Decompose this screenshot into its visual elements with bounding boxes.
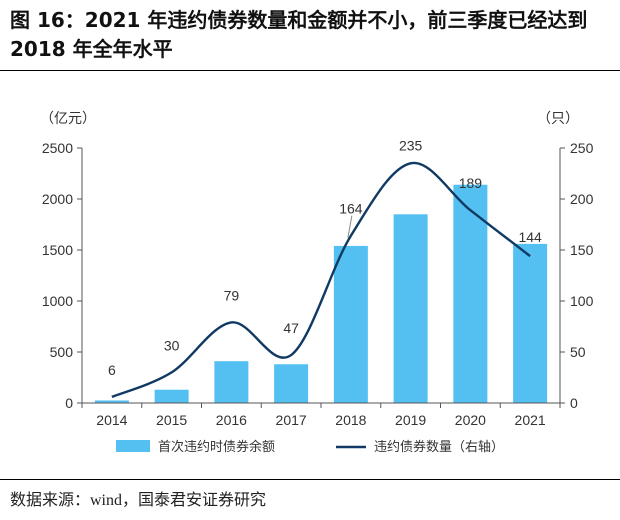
bar-2015 <box>154 389 189 403</box>
label-leader-2018 <box>347 215 353 238</box>
chart: 0 500 1000 1500 2000 2500 0 50 100 150 200 250 2014 2… <box>40 110 594 454</box>
left-axis-label: （亿元） <box>40 110 96 126</box>
x-tick-label-2016: 2016 <box>216 412 247 428</box>
line-data-label-2020: 189 <box>459 175 483 191</box>
source-note: 数据来源：wind，国泰君安证券研究 <box>10 492 267 509</box>
line-data-label-2017: 47 <box>283 320 299 336</box>
left-tick-label: 500 <box>50 344 74 360</box>
x-tick-label-2014: 2014 <box>96 412 127 428</box>
x-tick-label-2018: 2018 <box>335 412 366 428</box>
right-tick-label: 0 <box>570 395 578 411</box>
line-data-label-2018: 164 <box>339 201 363 217</box>
x-tick-label-2015: 2015 <box>156 412 187 428</box>
line-data-label-2014: 6 <box>108 362 116 378</box>
x-tick-label-2017: 2017 <box>276 412 307 428</box>
left-tick-label: 1000 <box>42 293 73 309</box>
right-tick-label: 50 <box>570 344 586 360</box>
bar-2019 <box>393 214 428 403</box>
figure-title: 图 16：2021 年违约债券数量和金额并不小，前三季度已经达到 2018 年全… <box>10 8 588 61</box>
line-data-label-2015: 30 <box>164 337 180 353</box>
legend-bar-swatch <box>116 440 150 452</box>
x-tick-label-2020: 2020 <box>455 412 486 428</box>
left-tick-label: 2500 <box>42 140 73 156</box>
left-tick-label: 0 <box>65 395 73 411</box>
bar-2014 <box>94 400 129 403</box>
source-rule <box>0 479 620 480</box>
x-tick-label-2021: 2021 <box>515 412 546 428</box>
left-tick-label: 2000 <box>42 191 73 207</box>
legend-bar-label: 首次违约时债券余额 <box>158 439 275 454</box>
bar-2017 <box>274 364 309 403</box>
bar-2016 <box>214 361 249 403</box>
bar-2020 <box>453 184 488 403</box>
right-tick-label: 250 <box>570 140 594 156</box>
right-axis-label: （只） <box>537 110 579 126</box>
left-tick-label: 1500 <box>42 242 73 258</box>
title-rule <box>0 70 620 71</box>
right-tick-label: 200 <box>570 191 594 207</box>
legend-line-label: 违约债券数量（右轴） <box>374 439 504 454</box>
x-tick-label-2019: 2019 <box>395 412 426 428</box>
right-tick-label: 100 <box>570 293 594 309</box>
series-line-default-count <box>111 161 531 398</box>
right-tick-label: 150 <box>570 242 594 258</box>
line-data-label-2021: 144 <box>518 229 542 245</box>
line-data-label-2019: 235 <box>399 137 423 153</box>
bar-2021 <box>513 243 548 403</box>
line-data-label-2016: 79 <box>224 287 240 303</box>
bar-2018 <box>333 245 368 403</box>
